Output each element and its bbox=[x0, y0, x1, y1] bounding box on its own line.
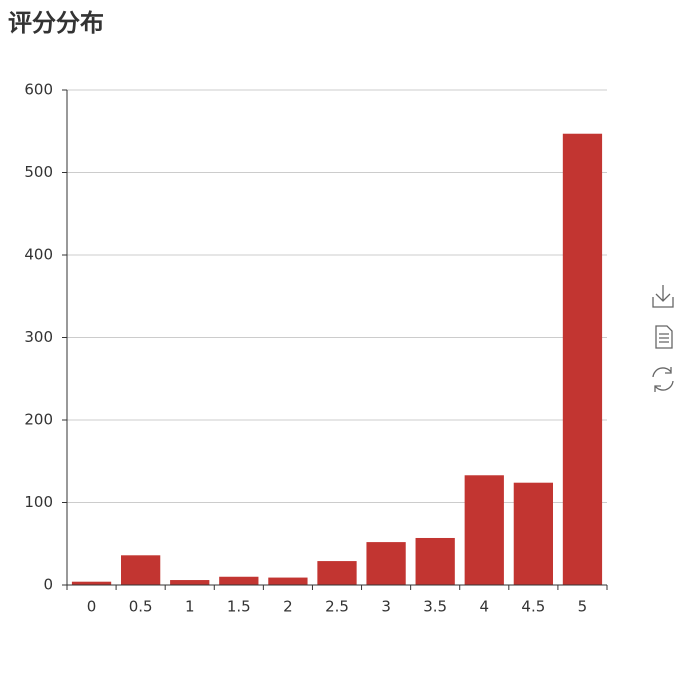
x-tick-label: 3 bbox=[381, 598, 391, 616]
bar bbox=[366, 542, 406, 585]
bar bbox=[170, 580, 210, 585]
bar bbox=[268, 577, 308, 585]
restore-button[interactable] bbox=[652, 367, 674, 392]
bar bbox=[121, 555, 161, 585]
x-tick-label: 3.5 bbox=[423, 598, 447, 616]
x-tick-label: 4.5 bbox=[521, 598, 545, 616]
y-tick-label: 0 bbox=[43, 576, 53, 594]
x-tick-label: 5 bbox=[578, 598, 588, 616]
bar bbox=[71, 581, 112, 585]
data-view-button[interactable] bbox=[655, 325, 673, 349]
x-tick-label: 4 bbox=[479, 598, 489, 616]
x-tick-label: 2.5 bbox=[325, 598, 349, 616]
y-tick-label: 500 bbox=[24, 163, 53, 181]
bar bbox=[415, 537, 455, 585]
x-tick-label: 0 bbox=[87, 598, 97, 616]
y-tick-label: 400 bbox=[24, 246, 53, 264]
y-tick-label: 600 bbox=[24, 81, 53, 99]
x-tick-label: 1 bbox=[185, 598, 195, 616]
y-tick-label: 300 bbox=[24, 328, 53, 346]
bar bbox=[219, 576, 259, 585]
x-tick-label: 1.5 bbox=[227, 598, 251, 616]
y-tick-label: 100 bbox=[24, 493, 53, 511]
chart-title: 评分分布 bbox=[8, 9, 104, 37]
bar bbox=[562, 133, 603, 585]
bar bbox=[513, 482, 553, 585]
save-image-button[interactable] bbox=[652, 285, 674, 308]
x-tick-label: 0.5 bbox=[129, 598, 153, 616]
bar bbox=[464, 475, 504, 585]
bar bbox=[317, 561, 357, 585]
y-tick-label: 200 bbox=[24, 411, 53, 429]
toolbox bbox=[652, 285, 674, 392]
x-tick-label: 2 bbox=[283, 598, 293, 616]
